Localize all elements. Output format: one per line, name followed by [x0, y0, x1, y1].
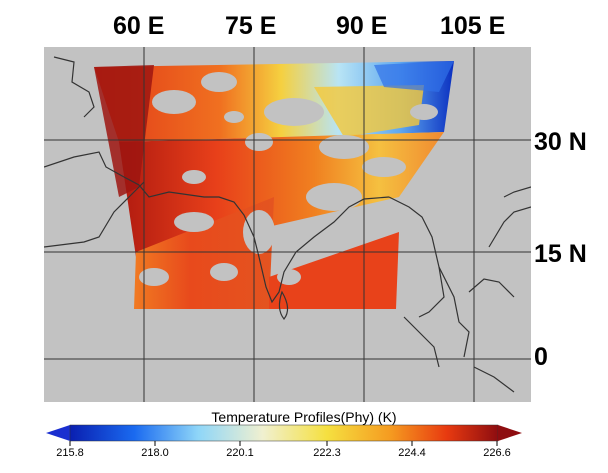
swath-southeast-band — [269, 232, 399, 309]
longitude-label: 90 E — [336, 12, 388, 40]
colorbar-tick-label: 215.8 — [56, 447, 84, 459]
longitude-label: 60 E — [113, 12, 165, 40]
swath-yellow-patch — [314, 85, 424, 137]
longitude-label: 105 E — [440, 12, 506, 40]
swath-dark-west-band — [94, 65, 154, 197]
swath-southwest-band — [134, 197, 274, 309]
colorbar-tick-label: 218.0 — [141, 447, 169, 459]
map-panel — [44, 47, 531, 402]
colorbar-gradient-bar — [69, 424, 499, 442]
colorbar-right-arrow — [498, 425, 522, 441]
coastlines — [44, 56, 531, 393]
colorbar-left-arrow — [46, 425, 70, 441]
swath-blue-patch — [374, 61, 454, 92]
colorbar-tick-label: 226.6 — [483, 447, 511, 459]
map-canvas — [44, 47, 531, 402]
colorbar-tick-label: 222.3 — [313, 447, 341, 459]
colorbar — [46, 424, 522, 446]
latitude-label: 0 — [534, 343, 548, 371]
missing-data-gaps — [139, 72, 438, 286]
longitude-label: 75 E — [225, 12, 277, 40]
colorbar-tick-marks — [69, 441, 498, 446]
graticule — [44, 47, 531, 402]
colorbar-tick-label: 220.1 — [226, 447, 254, 459]
latitude-label: 30 N — [534, 128, 587, 156]
colorbar-tick-label: 224.4 — [398, 447, 426, 459]
latitude-label: 15 N — [534, 240, 587, 268]
colorbar-title: Temperature Profiles(Phy) (K) — [211, 409, 397, 425]
